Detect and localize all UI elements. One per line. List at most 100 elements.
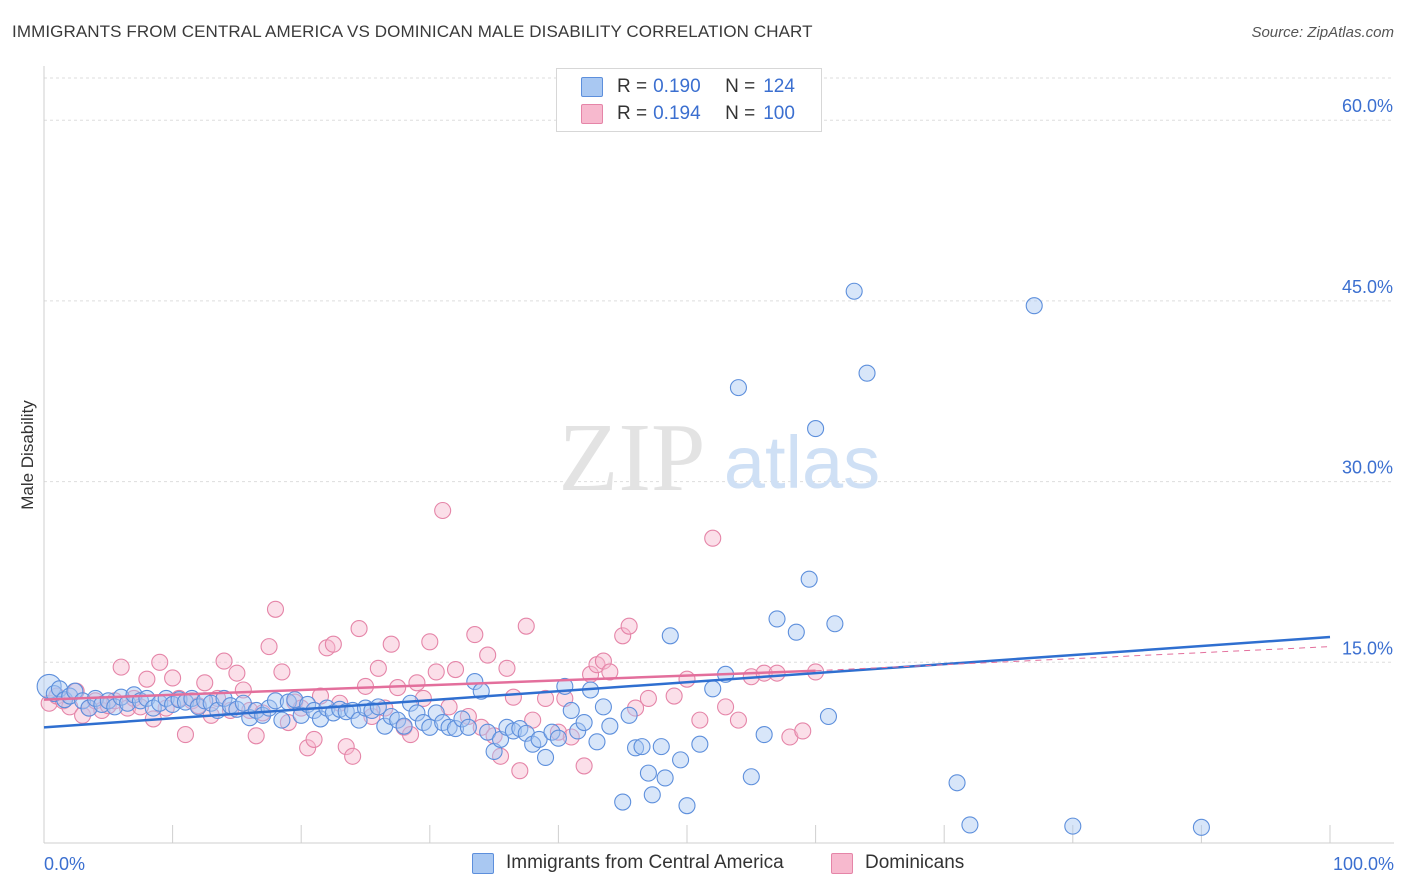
central-america-point (678, 797, 696, 815)
dominicans-point (691, 711, 709, 729)
central-america-point (215, 689, 233, 707)
dominicans-point (401, 726, 420, 744)
dominicans-points (40, 501, 825, 780)
dominicans-point (350, 620, 368, 638)
chart-title: IMMIGRANTS FROM CENTRAL AMERICA VS DOMIN… (12, 22, 813, 41)
dominicans-point (299, 739, 317, 757)
central-america-point (633, 738, 651, 756)
central-america-point (807, 420, 825, 438)
central-america-point (292, 706, 310, 724)
central-america-point (119, 694, 137, 712)
axes (43, 66, 1394, 844)
dominicans-point (260, 638, 278, 656)
legend-item-dominicans[interactable]: Dominicans (831, 852, 964, 874)
central-america-point (627, 739, 645, 757)
central-america-point (661, 627, 679, 645)
dominicans-point (562, 728, 580, 746)
source-credit: Source: ZipAtlas.com (1251, 24, 1394, 41)
central-america-point (421, 718, 439, 736)
dominicans-point (575, 757, 593, 775)
blue-swatch (472, 852, 494, 874)
central-america-point (459, 718, 477, 736)
central-america-point (536, 748, 555, 767)
dominicans-point (215, 652, 233, 670)
n-value: 100 (763, 103, 795, 124)
legend-row-blue: R = 0.190 N = 124 (581, 75, 795, 99)
legend-item-central-america[interactable]: Immigrants from Central America (472, 852, 784, 874)
central-america-point (656, 769, 674, 787)
central-america-point (691, 735, 709, 753)
central-america-point (1025, 297, 1043, 315)
central-america-point (395, 717, 413, 735)
dominicans-point (620, 617, 638, 635)
central-america-point (549, 729, 567, 747)
x-tick-label-min: 0.0% (44, 854, 85, 874)
dominicans-point (717, 698, 735, 716)
central-america-point (446, 720, 465, 738)
y-tick-label: 30.0% (1342, 458, 1393, 478)
central-america-point (453, 710, 471, 728)
central-america-point (594, 698, 612, 716)
dominicans-trend-extension (815, 646, 1331, 672)
central-america-point (768, 610, 786, 628)
central-america-point (672, 751, 690, 769)
central-america-point (440, 718, 458, 736)
central-america-point (858, 364, 876, 382)
grid-lines (44, 77, 1394, 663)
central-america-point (643, 786, 661, 804)
y-tick-label: 15.0% (1342, 638, 1393, 658)
central-america-point (729, 379, 747, 397)
central-america-point (601, 717, 619, 735)
central-america-point (652, 738, 670, 756)
dominicans-point (382, 635, 400, 653)
trend-lines (43, 635, 1331, 729)
central-america-point (742, 768, 760, 786)
central-america-point (305, 701, 323, 720)
central-america-point (389, 711, 407, 729)
central-america-point (961, 816, 979, 834)
n-label: N = (725, 103, 756, 124)
central-america-point (466, 673, 484, 691)
central-america-point (639, 764, 657, 782)
central-america-point (787, 623, 805, 641)
dominicans-point (241, 701, 259, 720)
central-america-point (826, 615, 844, 633)
dominicans-point (305, 730, 323, 748)
legend-label: Dominicans (865, 852, 965, 873)
x-tick-label-max: 100.0% (1333, 854, 1394, 874)
central-america-point (273, 711, 291, 729)
watermark-zip: ZIP (559, 404, 706, 512)
r-value: 0.194 (653, 103, 701, 124)
r-value: 0.190 (653, 76, 701, 97)
central-america-point (1192, 818, 1210, 836)
central-america-points (36, 282, 1210, 836)
central-america-point (562, 701, 580, 720)
dominicans-point (601, 663, 619, 681)
dominicans-point (112, 658, 130, 676)
central-america-point (569, 722, 587, 740)
dominicans-point (234, 681, 252, 699)
central-america-point (286, 691, 304, 709)
dominicans-point (536, 689, 555, 707)
dominicans-point (614, 627, 632, 645)
central-america-point (1064, 817, 1082, 835)
dominicans-point (434, 501, 452, 520)
dominicans-point (247, 727, 265, 745)
central-america-point (408, 704, 426, 722)
central-america-point (479, 723, 497, 741)
r-label: R = (617, 76, 648, 97)
dominicans-point (479, 646, 497, 664)
y-tick-label: 60.0% (1342, 96, 1393, 116)
stats-legend: R = 0.190 N = 124 R = 0.194 N = 100 (556, 68, 822, 132)
n-value: 124 (763, 76, 795, 97)
dominicans-point (344, 747, 362, 765)
y-tick-label: 45.0% (1342, 277, 1393, 297)
n-label: N = (725, 76, 756, 97)
central-america-point (845, 282, 863, 300)
series-legend: Immigrants from Central America Dominica… (0, 852, 1406, 878)
dominicans-point (369, 659, 387, 677)
central-america-point (530, 730, 548, 748)
dominicans-point (594, 652, 612, 670)
central-america-trend-line (43, 635, 1331, 729)
